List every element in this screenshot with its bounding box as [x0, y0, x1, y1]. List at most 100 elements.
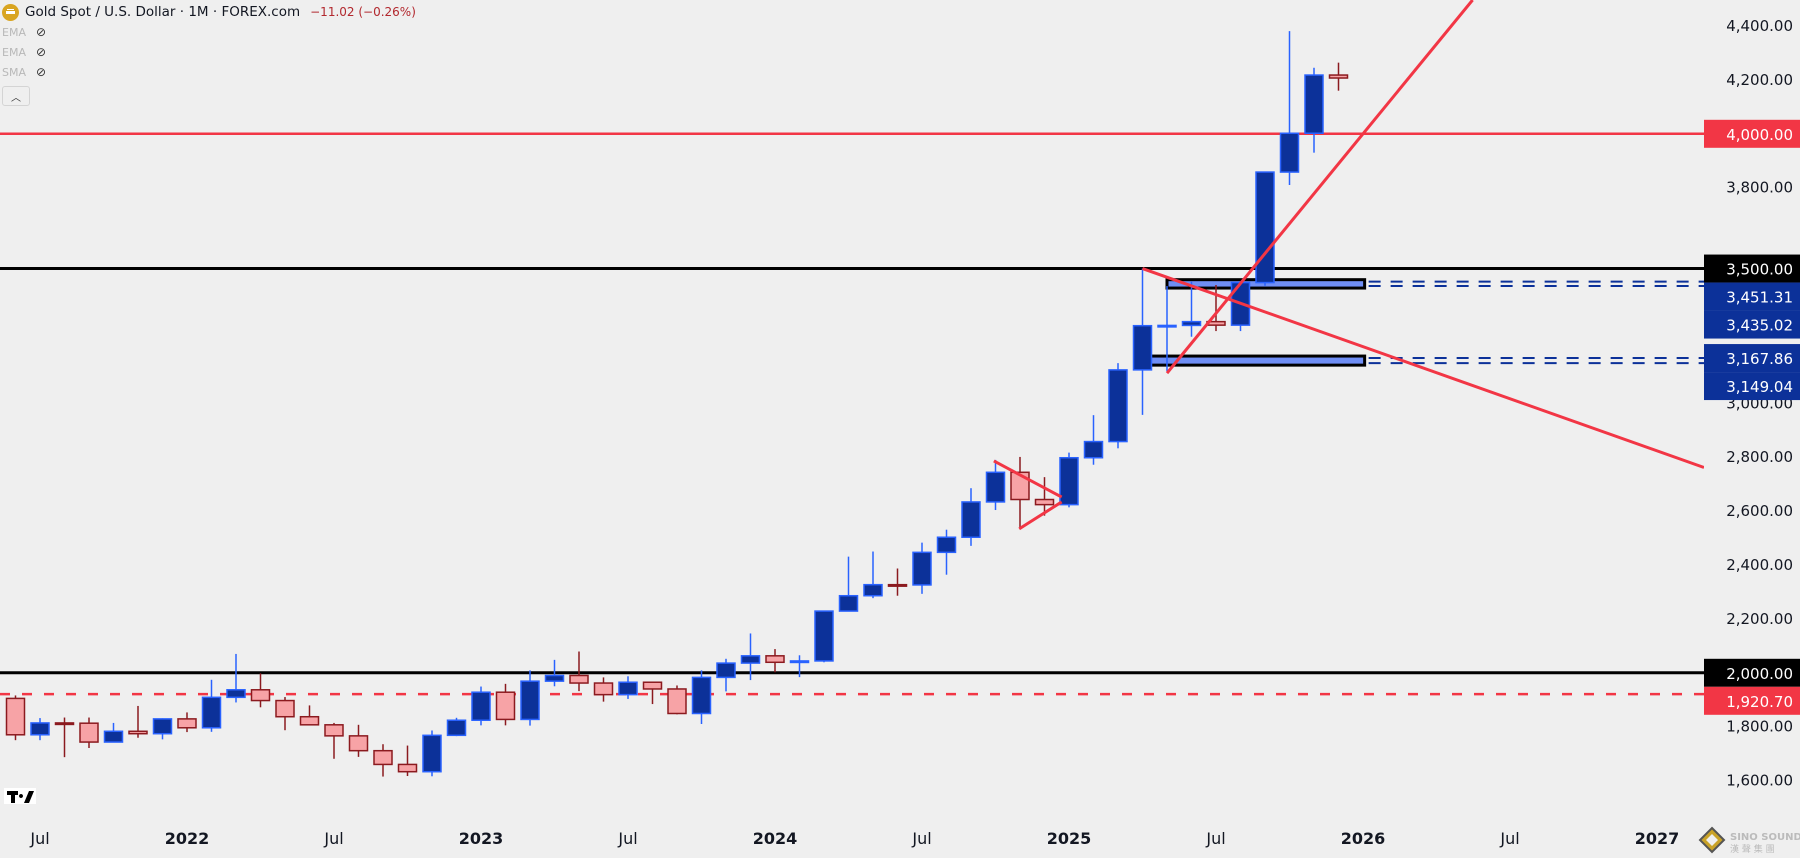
trendline[interactable] — [1018, 500, 1063, 531]
price-tag-label: 3,435.02 — [1726, 317, 1793, 335]
price-tick-label: 2,400.00 — [1726, 556, 1793, 574]
time-axis[interactable]: Jul 2022 Jul 2023 Jul 2024 Jul 2025 Jul 2026 Jul 20… — [29, 829, 1679, 848]
candle-body — [863, 583, 883, 597]
time-tick-label: 2027 — [1635, 829, 1680, 848]
time-tick-label: Jul — [323, 829, 343, 848]
price-tag-3,435.02[interactable]: 3,435.02 — [1704, 310, 1800, 339]
price-tag-3,167.86[interactable]: 3,167.86 — [1704, 344, 1800, 373]
trendline[interactable] — [1141, 267, 1705, 469]
eye-off-icon[interactable]: ⊘ — [36, 65, 47, 79]
candle-body — [250, 689, 271, 702]
price-tag-4,000.00[interactable]: 4,000.00 — [1704, 119, 1800, 148]
candle-body — [618, 681, 638, 696]
candle-2022-04 — [250, 673, 271, 708]
collapse-legend-button[interactable]: ︿ — [2, 86, 30, 106]
candle-2021-06 — [5, 695, 26, 741]
candle-2022-11 — [422, 730, 442, 777]
candle-body — [1083, 440, 1104, 459]
price-tag-3,500.00[interactable]: 3,500.00 — [1704, 254, 1800, 283]
price-tag-bg — [1704, 310, 1800, 339]
candle-2021-08 — [54, 717, 75, 758]
tradingview-logo[interactable] — [4, 788, 36, 804]
price-zone[interactable] — [1148, 354, 1367, 367]
time-tick-label: Jul — [1499, 829, 1519, 848]
candle-body — [887, 583, 908, 587]
indicator-row[interactable]: SMA ⊘ — [2, 62, 416, 82]
candle-2024-10 — [985, 459, 1006, 511]
candle-2025-04 — [1132, 268, 1153, 415]
candle-2023-10 — [691, 670, 712, 725]
candle-2022-01 — [177, 712, 197, 733]
trendline[interactable] — [993, 459, 1063, 499]
candle-body — [1328, 74, 1349, 79]
candle-2021-07 — [30, 718, 50, 741]
price-tick-label: 4,400.00 — [1726, 17, 1793, 35]
candle-body — [569, 674, 589, 684]
candle-body — [471, 691, 491, 721]
candle-2024-08 — [936, 529, 957, 575]
candle-body — [422, 734, 442, 773]
candle-body — [397, 763, 418, 773]
candle-2025-10 — [1279, 31, 1300, 186]
candle-2022-05 — [275, 697, 295, 731]
price-tag-label: 4,000.00 — [1726, 126, 1793, 144]
price-axis[interactable]: 4,400.004,200.003,800.003,000.002,800.00… — [1704, 0, 1800, 858]
price-tick-label: 2,800.00 — [1726, 448, 1793, 466]
eye-off-icon[interactable]: ⊘ — [36, 45, 47, 59]
candle-2023-04 — [544, 659, 565, 687]
candle-2021-10 — [103, 722, 124, 743]
candle-body — [5, 697, 26, 736]
price-tag-label: 3,149.04 — [1726, 378, 1793, 396]
price-tag-bg — [1704, 658, 1800, 687]
candle-2024-03 — [814, 610, 834, 663]
candle-body — [1255, 171, 1275, 284]
chevron-up-icon: ︿ — [11, 92, 21, 104]
price-tag-3,451.31[interactable]: 3,451.31 — [1704, 282, 1800, 311]
candle-2023-06 — [593, 677, 614, 702]
indicator-label: SMA — [2, 65, 26, 79]
price-tag-2,000.00[interactable]: 2,000.00 — [1704, 658, 1800, 687]
candle-2023-08 — [642, 681, 663, 705]
candle-body — [814, 610, 834, 662]
price-tag-3,149.04[interactable]: 3,149.04 — [1704, 372, 1800, 401]
price-tag-bg — [1704, 344, 1800, 373]
candle-body — [1010, 471, 1030, 501]
candle-body — [985, 471, 1006, 503]
candle-body — [642, 681, 663, 690]
candle-2024-05 — [863, 551, 883, 599]
eye-off-icon[interactable]: ⊘ — [36, 25, 47, 39]
price-tag-1,920.70[interactable]: 1,920.70 — [1704, 686, 1800, 715]
candle-2021-12 — [152, 718, 173, 740]
price-tick-label: 4,200.00 — [1726, 71, 1793, 89]
candle-body — [373, 749, 393, 766]
candle-body — [961, 501, 981, 538]
gold-bars-icon — [2, 3, 19, 21]
time-tick-label: 2023 — [459, 829, 504, 848]
candle-body — [226, 689, 246, 699]
trendline[interactable] — [1165, 0, 1474, 375]
symbol-title[interactable]: Gold Spot / U.S. Dollar · 1M · FOREX.com — [25, 4, 301, 20]
indicator-label: EMA — [2, 25, 26, 39]
indicator-row[interactable]: EMA ⊘ — [2, 22, 416, 42]
indicator-row[interactable]: EMA ⊘ — [2, 42, 416, 62]
price-tag-bg — [1704, 254, 1800, 283]
price-tag-bg — [1704, 282, 1800, 311]
candle-body — [152, 718, 173, 735]
symbol-row[interactable]: Gold Spot / U.S. Dollar · 1M · FOREX.com… — [2, 2, 416, 22]
candle-2025-12 — [1328, 62, 1349, 91]
time-tick-label: 2022 — [165, 829, 210, 848]
svg-text:漢 聲 集 團: 漢 聲 集 團 — [1730, 843, 1775, 855]
price-tag-label: 1,920.70 — [1726, 693, 1793, 711]
candle-2024-07 — [912, 542, 932, 594]
candle-body — [838, 594, 859, 612]
sino-sound-watermark: SINO SOUND 漢 聲 集 團 — [1698, 826, 1800, 855]
candle-2024-12 — [1034, 477, 1055, 516]
time-tick-label: 2025 — [1047, 829, 1092, 848]
price-tick-label: 2,600.00 — [1726, 502, 1793, 520]
candle-2022-12 — [446, 717, 467, 737]
candle-2025-06 — [1181, 281, 1202, 337]
candle-2025-03 — [1108, 363, 1128, 449]
candle-body — [716, 662, 736, 679]
time-tick-label: Jul — [911, 829, 931, 848]
